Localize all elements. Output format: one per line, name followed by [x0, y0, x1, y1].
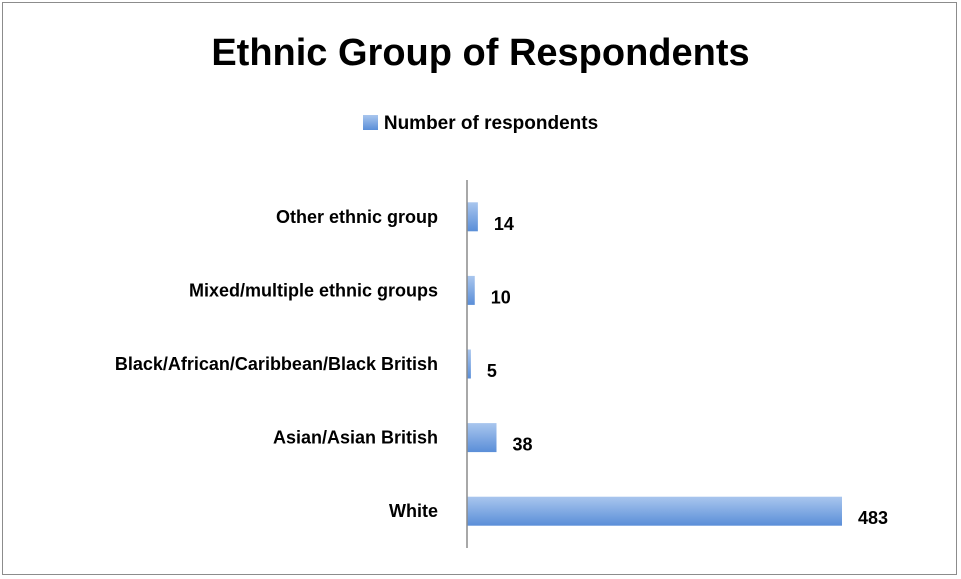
- legend-swatch: [362, 115, 378, 130]
- data-label: 5: [487, 361, 497, 381]
- bars-layer: [467, 202, 842, 526]
- labels-layer: White 483 Asian/Asian British 38 Black/Afric…: [115, 207, 888, 528]
- data-label: 38: [513, 435, 533, 455]
- category-label: Black/African/Caribbean/Black British: [115, 354, 438, 374]
- bar: [467, 496, 842, 526]
- category-label: Other ethnic group: [276, 207, 438, 227]
- data-label: 10: [491, 287, 511, 307]
- legend: Number of respondents: [0, 113, 961, 135]
- legend-label: Number of respondents: [383, 113, 599, 134]
- category-label: White: [389, 501, 438, 521]
- bar: [467, 423, 497, 453]
- category-label: Mixed/multiple ethnic groups: [189, 280, 438, 300]
- bar: [467, 349, 471, 379]
- bar: [467, 275, 475, 305]
- data-label: 14: [494, 214, 514, 234]
- bar: [467, 202, 478, 232]
- category-label: Asian/Asian British: [273, 428, 438, 448]
- chart-title: Ethnic Group of Respondents: [211, 32, 750, 74]
- data-label: 483: [858, 508, 888, 528]
